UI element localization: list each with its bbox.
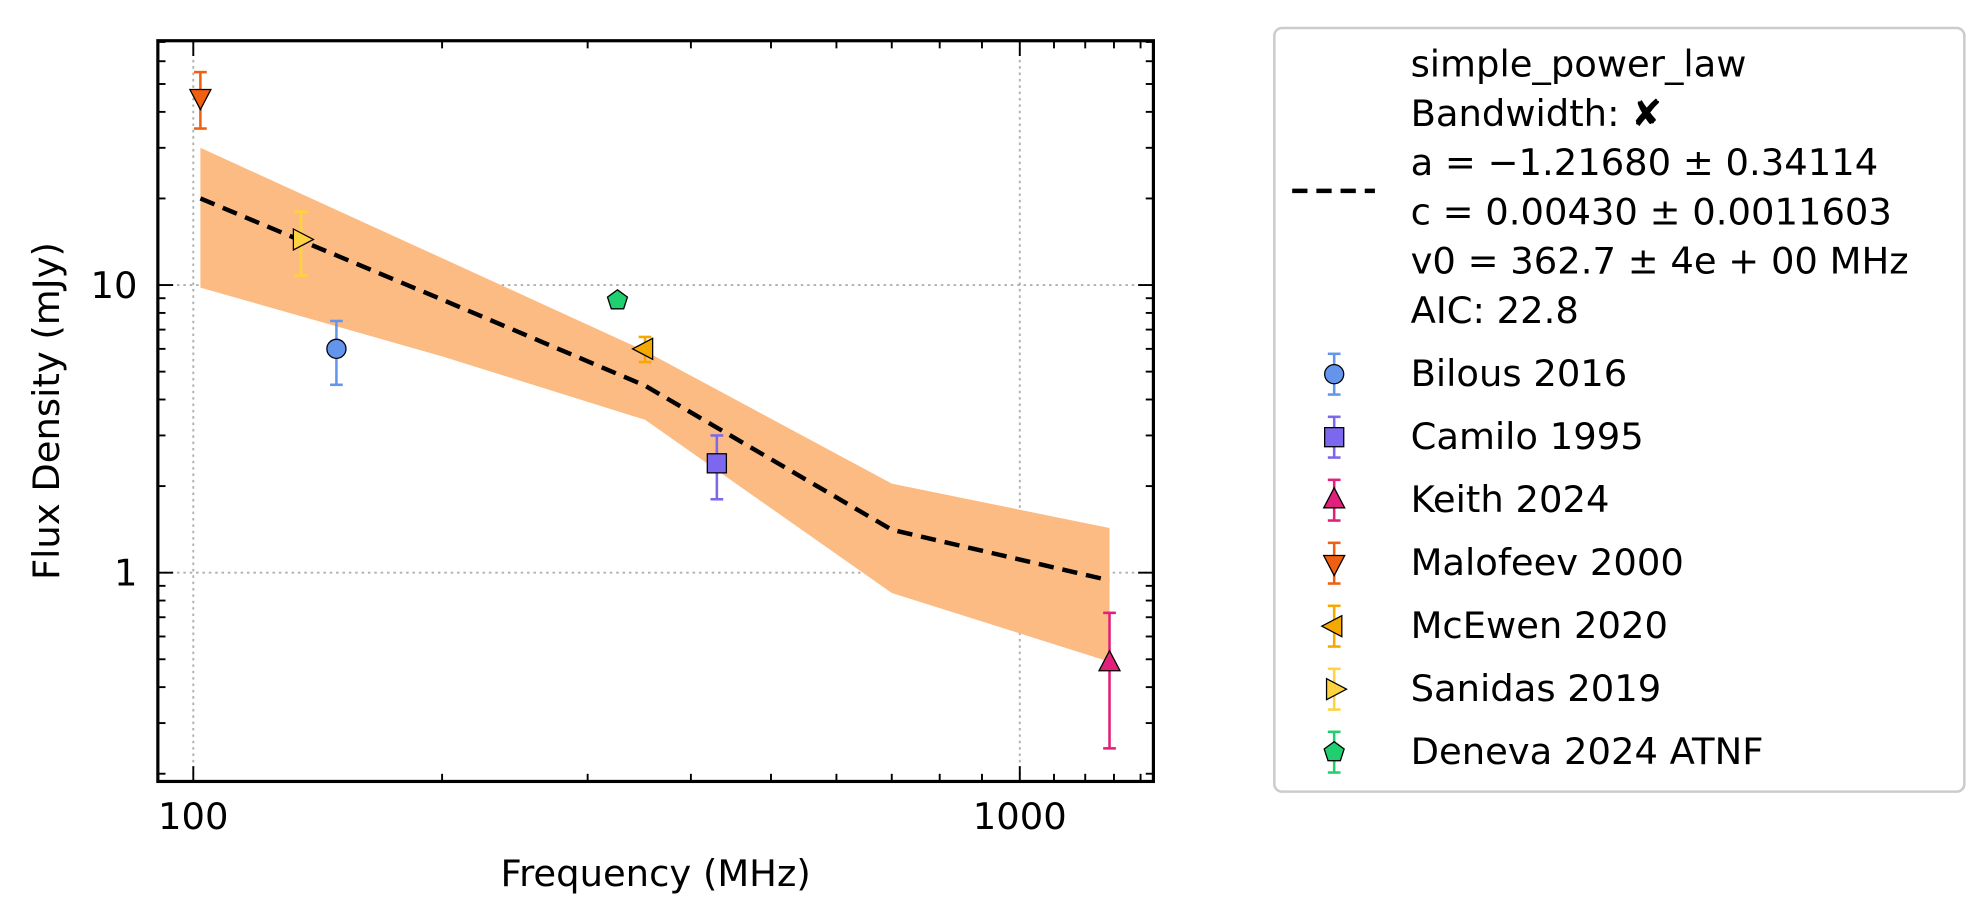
x-tick-label: 100 [158, 795, 228, 838]
marker [1322, 486, 1346, 509]
legend-label: AIC: 22.8 [1411, 289, 1579, 332]
legend-label: Deneva 2024 ATNF [1411, 730, 1764, 773]
legend-label: Camilo 1995 [1411, 415, 1644, 458]
legend-label: a = −1.21680 ± 0.34114 [1411, 141, 1879, 184]
y-axis-label: Flux Density (mJy) [25, 242, 68, 580]
plot-frame [156, 39, 1155, 784]
marker [631, 337, 654, 361]
marker [188, 88, 212, 111]
legend-label: Sanidas 2019 [1411, 667, 1662, 710]
marker [1323, 427, 1345, 448]
legend-box [1273, 26, 1966, 793]
marker [1325, 677, 1348, 701]
x-tick-label: 1000 [973, 795, 1067, 838]
legend-label: Bilous 2016 [1411, 352, 1628, 395]
marker [1320, 614, 1343, 638]
legend-label: Bandwidth: ✘ [1411, 92, 1663, 135]
marker [606, 289, 629, 310]
legend-label: v0 = 362.7 ± 4e + 00 MHz [1411, 240, 1909, 283]
marker [1323, 364, 1345, 385]
legend-label: Keith 2024 [1411, 478, 1610, 521]
marker [326, 338, 347, 360]
x-axis-label: Frequency (MHz) [501, 852, 811, 895]
fit-line [199, 196, 1111, 583]
marker [1322, 554, 1346, 577]
marker [1323, 740, 1345, 762]
legend-label: simple_power_law [1411, 43, 1747, 86]
marker [292, 227, 315, 252]
legend-label: McEwen 2020 [1411, 604, 1668, 647]
legend-label: Malofeev 2000 [1411, 541, 1684, 584]
marker [1097, 649, 1122, 672]
y-tick-label: 10 [91, 264, 138, 307]
marker [706, 453, 728, 474]
error-bar [1103, 611, 1116, 750]
fit-band [200, 147, 1110, 662]
y-tick-label: 1 [114, 552, 137, 595]
legend-label: c = 0.00430 ± 0.0011603 [1411, 190, 1892, 233]
